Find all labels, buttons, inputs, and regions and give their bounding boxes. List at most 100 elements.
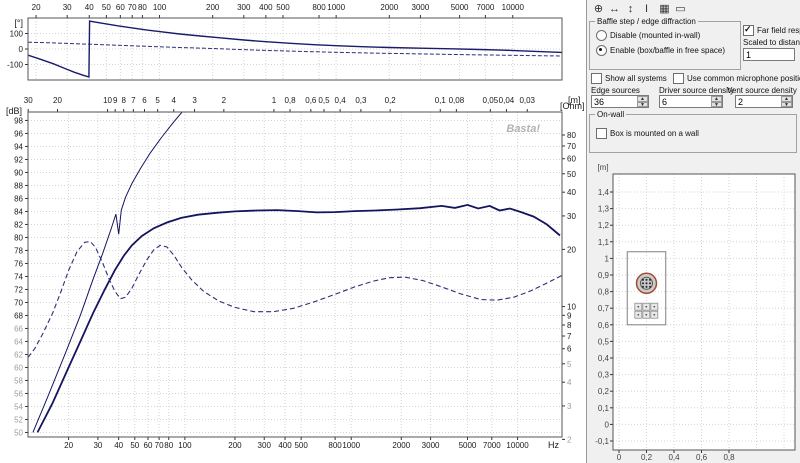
- svg-text:[°]: [°]: [14, 18, 23, 28]
- svg-text:92: 92: [14, 155, 23, 164]
- svg-text:1,1: 1,1: [598, 238, 610, 247]
- svg-text:1000: 1000: [327, 3, 345, 12]
- svg-text:5: 5: [155, 96, 160, 105]
- svg-text:10000: 10000: [502, 3, 525, 12]
- driver-density-up-button[interactable]: ▲: [711, 96, 722, 102]
- svg-text:0,8: 0,8: [284, 96, 296, 105]
- scaled-to-distance-input[interactable]: [743, 48, 795, 61]
- baffle-step-legend: Baffle step / edge diffraction: [595, 17, 698, 26]
- svg-text:70: 70: [155, 441, 164, 450]
- svg-text:0,4: 0,4: [668, 453, 680, 462]
- use-common-mic-label: Use common microphone position: [687, 74, 800, 83]
- grid-tool-icon[interactable]: ▦: [659, 3, 670, 15]
- svg-text:52: 52: [14, 415, 23, 424]
- svg-text:0,1: 0,1: [598, 404, 610, 413]
- radio-disable-inwall[interactable]: Disable (mounted in-wall): [596, 30, 700, 41]
- svg-text:1,4: 1,4: [598, 188, 610, 197]
- svg-text:10: 10: [567, 303, 576, 312]
- baffle-layout-plot[interactable]: 1,4 1,3 1,2 1,1 1 0,9 0,8 0,7 0,6 0,5 0,4 0,3 0,2 0,1…: [587, 160, 800, 463]
- svg-text:2000: 2000: [380, 3, 398, 12]
- edge-sources-down-button[interactable]: ▼: [637, 101, 648, 107]
- svg-text:1: 1: [272, 96, 277, 105]
- edge-sources-input[interactable]: [592, 96, 637, 107]
- svg-text:54: 54: [14, 402, 23, 411]
- svg-text:0,4: 0,4: [335, 96, 347, 105]
- svg-text:70: 70: [14, 298, 23, 307]
- svg-text:[m]: [m]: [568, 95, 581, 105]
- svg-text:94: 94: [14, 142, 23, 151]
- svg-text:0,6: 0,6: [305, 96, 317, 105]
- svg-text:0,05: 0,05: [483, 96, 499, 105]
- radio-disable-label: Disable (mounted in-wall): [610, 31, 701, 40]
- svg-text:98: 98: [14, 116, 23, 125]
- svg-text:62: 62: [14, 350, 23, 359]
- cursor-tool-icon[interactable]: I: [644, 3, 649, 15]
- edge-sources-spinner[interactable]: ▲ ▼: [591, 95, 649, 108]
- svg-text:20: 20: [64, 441, 73, 450]
- svg-text:0,9: 0,9: [598, 271, 610, 280]
- svg-text:70: 70: [128, 3, 137, 12]
- svg-text:800: 800: [312, 3, 326, 12]
- driver-density-down-button[interactable]: ▼: [711, 101, 722, 107]
- show-all-systems-checkbox[interactable]: [591, 73, 602, 84]
- edge-sources-up-button[interactable]: ▲: [637, 96, 648, 102]
- radio-enable-free-space[interactable]: Enable (box/baffle in free space): [596, 45, 725, 56]
- svg-text:68: 68: [14, 311, 23, 320]
- svg-text:[Ohm]: [Ohm]: [560, 101, 585, 111]
- on-wall-legend: On-wall: [595, 110, 627, 119]
- svg-text:50: 50: [14, 428, 23, 437]
- far-field-checkbox[interactable]: [743, 24, 754, 36]
- vent-density-spinner[interactable]: ▲ ▼: [735, 95, 793, 108]
- use-common-mic-row[interactable]: Use common microphone position: [673, 73, 800, 84]
- svg-text:100: 100: [153, 3, 167, 12]
- svg-text:80: 80: [14, 233, 23, 242]
- svg-text:30: 30: [24, 96, 33, 105]
- svg-text:0,5: 0,5: [318, 96, 330, 105]
- svg-text:0,1: 0,1: [435, 96, 447, 105]
- driver-density-spinner[interactable]: ▲ ▼: [659, 95, 723, 108]
- svg-text:0,08: 0,08: [449, 96, 465, 105]
- svg-text:7000: 7000: [477, 3, 495, 12]
- far-field-label: Far field response: [757, 26, 800, 35]
- svg-text:20: 20: [32, 3, 41, 12]
- vertical-resize-icon[interactable]: ↕: [627, 3, 634, 15]
- svg-text:0,6: 0,6: [696, 453, 708, 462]
- box-on-wall-row[interactable]: Box is mounted on a wall: [596, 128, 699, 139]
- svg-text:30: 30: [567, 212, 576, 221]
- move-tool-icon[interactable]: ⊕: [593, 3, 604, 15]
- svg-text:1,2: 1,2: [598, 221, 610, 230]
- driver-symbol[interactable]: [635, 272, 658, 295]
- box-on-wall-checkbox[interactable]: [596, 128, 607, 139]
- svg-text:0,03: 0,03: [519, 96, 535, 105]
- svg-text:86: 86: [14, 194, 23, 203]
- vent-density-down-button[interactable]: ▼: [781, 101, 792, 107]
- svg-text:400: 400: [259, 3, 273, 12]
- horizontal-resize-icon[interactable]: ↔: [609, 3, 620, 15]
- box-tool-icon[interactable]: ▭: [675, 3, 686, 15]
- vent-density-input[interactable]: [736, 96, 781, 107]
- svg-text:50: 50: [130, 441, 139, 450]
- svg-text:10000: 10000: [506, 441, 529, 450]
- svg-text:40: 40: [567, 188, 576, 197]
- radio-enable-icon[interactable]: [596, 45, 607, 56]
- svg-text:3: 3: [192, 96, 197, 105]
- radio-disable-icon[interactable]: [596, 30, 607, 41]
- far-field-row[interactable]: Far field response: [743, 24, 800, 36]
- box-on-wall-label: Box is mounted on a wall: [610, 129, 699, 138]
- svg-text:84: 84: [14, 207, 23, 216]
- control-panel: ⊕ ↔ ↕ I ▦ ▭ Baffle step / edge diffracti…: [586, 0, 800, 463]
- svg-text:0,3: 0,3: [355, 96, 367, 105]
- show-all-systems-row[interactable]: Show all systems: [591, 73, 667, 84]
- baffle-outline: [626, 251, 667, 326]
- svg-text:82: 82: [14, 220, 23, 229]
- svg-text:0,04: 0,04: [499, 96, 515, 105]
- use-common-mic-checkbox[interactable]: [673, 73, 684, 84]
- svg-text:100: 100: [178, 441, 192, 450]
- vent-density-up-button[interactable]: ▲: [781, 96, 792, 102]
- vent-density-label: Vent source density: [727, 86, 797, 95]
- svg-text:96: 96: [14, 129, 23, 138]
- svg-text:200: 200: [206, 3, 220, 12]
- svg-text:5: 5: [567, 360, 572, 369]
- svg-text:74: 74: [14, 272, 23, 281]
- driver-density-input[interactable]: [660, 96, 711, 107]
